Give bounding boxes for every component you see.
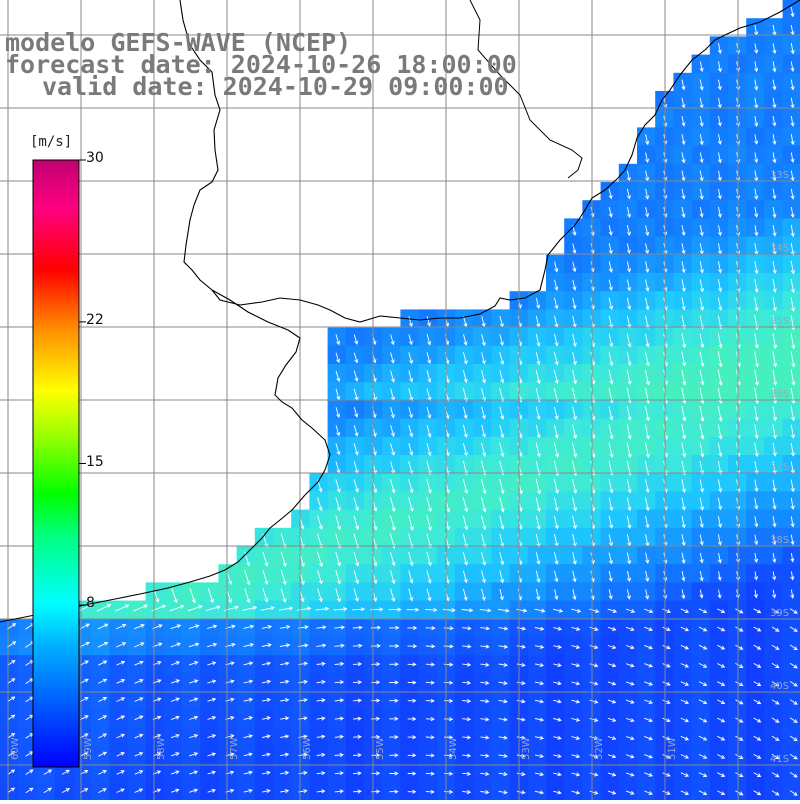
colorbar-ticks: [79, 160, 86, 605]
valid-date: valid date: 2024-10-29 09:00:00: [42, 74, 509, 100]
lat-label: 33S: [770, 170, 789, 181]
lon-label: 57W: [229, 737, 240, 760]
lon-label: 52W: [594, 737, 605, 760]
lat-label: 34S: [770, 243, 789, 254]
lat-label: 37S: [770, 462, 789, 473]
lon-label: 55W: [375, 737, 386, 760]
lat-label: 36S: [770, 389, 789, 400]
lat-label: 39S: [770, 608, 789, 619]
lon-label: 60W: [10, 737, 21, 760]
lon-label: 59W: [83, 737, 94, 760]
lon-label: 51W: [667, 737, 678, 760]
lat-label: 35S: [770, 316, 789, 327]
lat-label: 41S: [770, 754, 789, 765]
lat-label: 38S: [770, 535, 789, 546]
lon-label: 53W: [521, 737, 532, 760]
lon-label: 58W: [156, 737, 167, 760]
lon-label: 56W: [302, 737, 313, 760]
colorbar-gradient: [33, 160, 79, 767]
lat-label: 40S: [770, 681, 789, 692]
lon-label: 54W: [448, 737, 459, 760]
